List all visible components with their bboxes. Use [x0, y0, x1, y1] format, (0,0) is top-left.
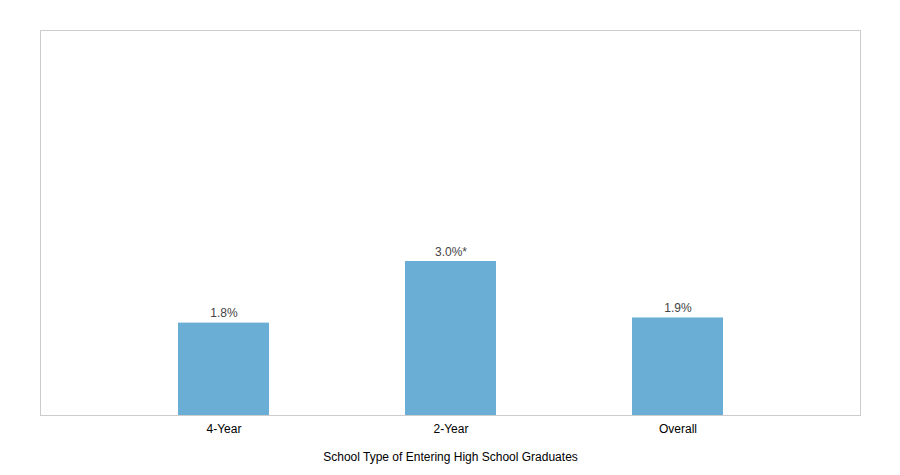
svg-text:School Type of Entering High S: School Type of Entering High School Grad… — [323, 450, 578, 464]
svg-text:1.9%: 1.9% — [664, 301, 692, 315]
svg-text:4-Year: 4-Year — [207, 422, 242, 436]
svg-text:2-Year: 2-Year — [434, 422, 469, 436]
svg-text:1.8%: 1.8% — [210, 306, 238, 320]
svg-text:3.0%*: 3.0%* — [435, 245, 467, 259]
svg-text:Overall: Overall — [659, 422, 697, 436]
